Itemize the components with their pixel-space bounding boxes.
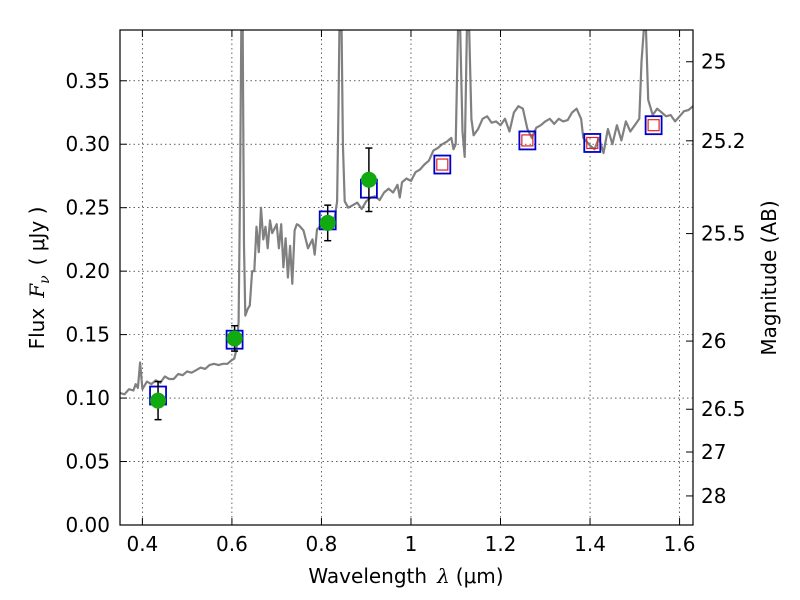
- y-tick-label: 0.10: [65, 386, 110, 410]
- x-tick-label: 1: [405, 532, 418, 556]
- observed-flux-point: [360, 171, 377, 188]
- plot-frame: [119, 29, 694, 526]
- right-tick-label: 26.5: [701, 397, 746, 421]
- model-photometry-marker: [644, 115, 663, 136]
- right-tick-label: 25.5: [701, 222, 746, 246]
- x-axis-label: Wavelength λ (μm): [308, 564, 503, 588]
- right-tick-label: 26: [701, 329, 726, 353]
- ticks: 0.4 0.6 0.8 1 1.2 1.4 1.6 0.00 0.05 0.10 0.15 0.20 0…: [65, 30, 746, 556]
- right-tick-label: 25: [701, 50, 726, 74]
- x-tick-label: 0.6: [216, 532, 248, 556]
- model-photometry-marker: [583, 133, 602, 153]
- observed-flux-point: [150, 392, 167, 409]
- x-tick-label: 0.8: [306, 532, 338, 556]
- x-tick-label: 1.2: [485, 532, 517, 556]
- model-photometry-marker: [518, 130, 537, 151]
- right-axis-label: Magnitude (AB): [757, 200, 781, 355]
- limit-marker: [521, 134, 534, 147]
- y-tick-label: 0.30: [65, 132, 110, 156]
- plot-area: [120, 30, 693, 421]
- limit-marker: [586, 136, 599, 150]
- y-tick-label: 0.35: [65, 69, 110, 93]
- observed-flux-point: [226, 330, 243, 347]
- x-tick-label: 0.4: [126, 532, 158, 556]
- y-tick-label: 0.00: [65, 513, 110, 537]
- y-axis-label: FluxFν( μJy ): [25, 207, 53, 350]
- y-tick-label: 0.05: [65, 450, 110, 474]
- right-tick-label: 25.2: [701, 129, 746, 153]
- y-tick-label: 0.25: [65, 196, 110, 220]
- observed-flux-point: [319, 214, 336, 231]
- y-tick-label: 0.15: [65, 323, 110, 347]
- x-tick-label: 1.6: [664, 532, 696, 556]
- right-tick-label: 27: [701, 440, 726, 464]
- x-tick-label: 1.4: [574, 532, 606, 556]
- grid: [120, 30, 693, 526]
- model-photometry-marker: [433, 154, 452, 175]
- right-tick-label: 28: [701, 484, 726, 508]
- limit-marker: [647, 119, 660, 132]
- y-tick-label: 0.20: [65, 259, 110, 283]
- limit-marker: [436, 158, 449, 171]
